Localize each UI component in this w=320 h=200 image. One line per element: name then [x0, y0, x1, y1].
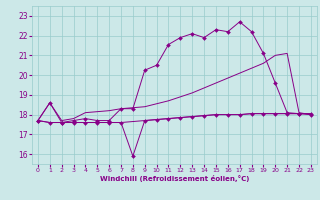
X-axis label: Windchill (Refroidissement éolien,°C): Windchill (Refroidissement éolien,°C) [100, 175, 249, 182]
